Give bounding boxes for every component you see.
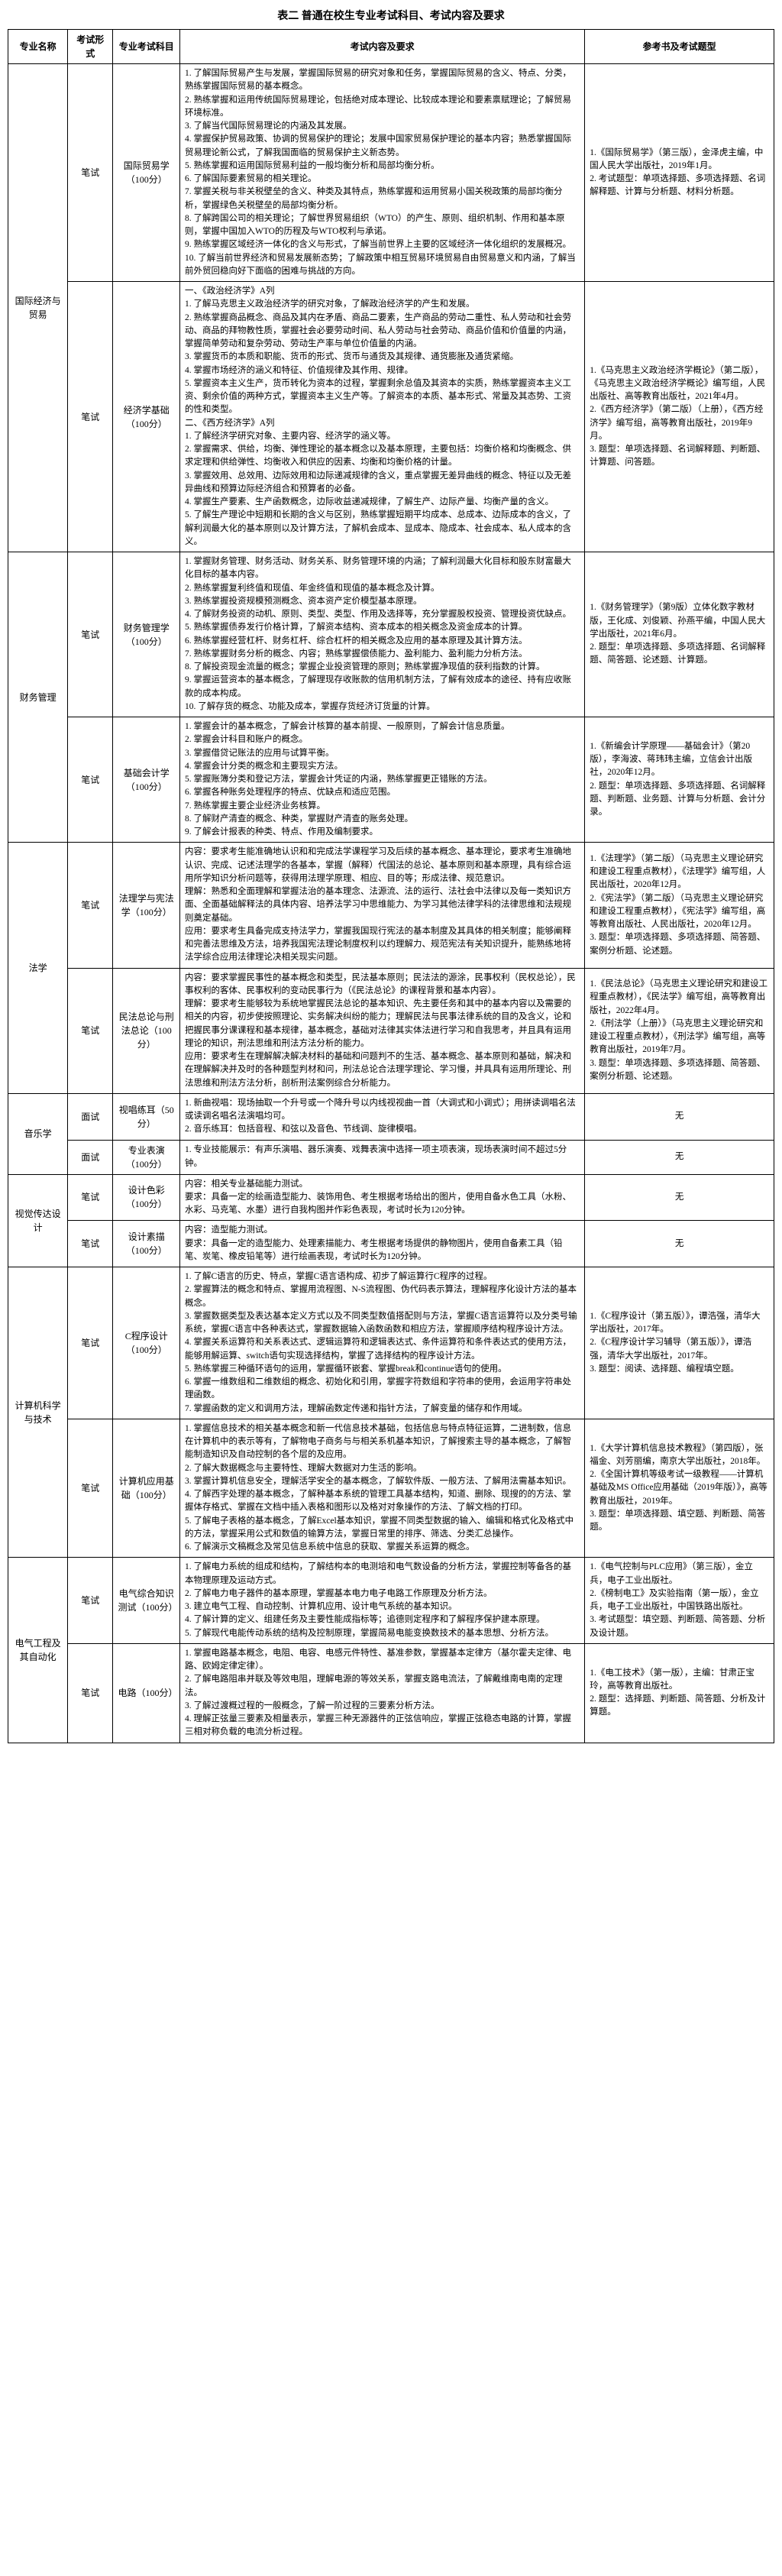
cell-ref: 1.《财务管理学》（第9版）立体化数字教材版，王化成、刘俊颖、孙燕平编，中国人民… — [585, 552, 774, 717]
cell-ref: 无 — [585, 1221, 774, 1267]
cell-form: 笔试 — [68, 1174, 113, 1221]
cell-subject: 电气综合知识测试（100分） — [113, 1558, 180, 1644]
cell-subject: 法理学与宪法学（100分） — [113, 843, 180, 968]
cell-form: 笔试 — [68, 1558, 113, 1644]
cell-major: 电气工程及其自动化 — [8, 1558, 68, 1743]
table-title: 表二 普通在校生专业考试科目、考试内容及要求 — [8, 8, 774, 23]
table-row: 笔试计算机应用基础（100分）1. 掌握信息技术的相关基本概念和新一代信息技术基… — [8, 1419, 774, 1558]
cell-ref: 1.《电工技术》（第一版），主编：甘肃正宝玲，高等教育出版社。2. 题型：选择题… — [585, 1643, 774, 1743]
cell-subject: 国际贸易学（100分） — [113, 64, 180, 282]
cell-form: 笔试 — [68, 843, 113, 968]
cell-content: 内容：相关专业基础能力测试。要求：具备一定的绘画造型能力、装饰用色、考生根据考场… — [180, 1174, 585, 1221]
cell-form: 笔试 — [68, 968, 113, 1093]
header-ref: 参考书及考试题型 — [585, 30, 774, 64]
header-row: 专业名称 考试形式 专业考试科目 考试内容及要求 参考书及考试题型 — [8, 30, 774, 64]
cell-subject: 专业表演（100分） — [113, 1140, 180, 1174]
cell-form: 笔试 — [68, 717, 113, 843]
cell-form: 笔试 — [68, 1643, 113, 1743]
header-major: 专业名称 — [8, 30, 68, 64]
table-row: 法学笔试法理学与宪法学（100分）内容：要求考生能准确地认识和和完成法学课程学习… — [8, 843, 774, 968]
cell-subject: 民法总论与刑法总论（100分） — [113, 968, 180, 1093]
cell-subject: 财务管理学（100分） — [113, 552, 180, 717]
cell-content: 内容：造型能力测试。要求：具备一定的造型能力、处理素描能力、考生根据考场提供的静… — [180, 1221, 585, 1267]
cell-major: 音乐学 — [8, 1093, 68, 1174]
cell-content: 一、《政治经济学》A列1. 了解马克思主义政治经济学的研究对象，了解政治经济学的… — [180, 282, 585, 552]
cell-content: 内容：要求掌握民事性的基本概念和类型，民法基本原则；民法法的源涂，民事权利（民权… — [180, 968, 585, 1093]
table-row: 计算机科学与技术笔试C程序设计（100分）1. 了解C语言的历史、特点，掌握C语… — [8, 1267, 774, 1419]
cell-content: 1. 了解电力系统的组成和结构，了解结构本的电测培和电气数设备的分析方法，掌握控… — [180, 1558, 585, 1644]
cell-form: 笔试 — [68, 1221, 113, 1267]
cell-subject: 设计色彩（100分） — [113, 1174, 180, 1221]
cell-content: 1. 新曲视唱：现场抽取一个升号或一个降升号以内线视视曲一首（大调式和小调式）；… — [180, 1093, 585, 1140]
cell-ref: 1.《新编会计学原理——基础会计》（第20版），李海波、蒋玮玮主编，立信会计出版… — [585, 717, 774, 843]
cell-content: 1. 专业技能展示：有声乐演唱、器乐演奏、戏舞表演中选择一项主项表演，现场表演时… — [180, 1140, 585, 1174]
cell-subject: 视唱练耳（50分） — [113, 1093, 180, 1140]
cell-subject: 计算机应用基础（100分） — [113, 1419, 180, 1558]
cell-form: 面试 — [68, 1140, 113, 1174]
table-row: 笔试经济学基础（100分）一、《政治经济学》A列1. 了解马克思主义政治经济学的… — [8, 282, 774, 552]
cell-content: 1. 掌握会计的基本概念，了解会计核算的基本前提、一般原则，了解会计信息质量。2… — [180, 717, 585, 843]
header-subject: 专业考试科目 — [113, 30, 180, 64]
cell-subject: 基础会计学（100分） — [113, 717, 180, 843]
cell-ref: 1.《大学计算机信息技术教程》（第四版），张福金、刘芳丽编，南京大学出版社，20… — [585, 1419, 774, 1558]
cell-subject: C程序设计（100分） — [113, 1267, 180, 1419]
cell-form: 面试 — [68, 1093, 113, 1140]
header-form: 考试形式 — [68, 30, 113, 64]
main-table: 专业名称 考试形式 专业考试科目 考试内容及要求 参考书及考试题型 国际经济与贸… — [8, 29, 774, 1743]
cell-major: 视觉传达设计 — [8, 1174, 68, 1267]
cell-ref: 无 — [585, 1140, 774, 1174]
table-row: 国际经济与贸易笔试国际贸易学（100分）1. 了解国际贸易产生与发展，掌握国际贸… — [8, 64, 774, 282]
cell-major: 财务管理 — [8, 552, 68, 843]
table-row: 笔试民法总论与刑法总论（100分）内容：要求掌握民事性的基本概念和类型，民法基本… — [8, 968, 774, 1093]
table-row: 面试专业表演（100分）1. 专业技能展示：有声乐演唱、器乐演奏、戏舞表演中选择… — [8, 1140, 774, 1174]
cell-major: 计算机科学与技术 — [8, 1267, 68, 1558]
cell-ref: 1.《马克思主义政治经济学概论》（第二版），《马克思主义政治经济学概论》编写组，… — [585, 282, 774, 552]
table-row: 财务管理笔试财务管理学（100分）1. 掌握财务管理、财务活动、财务关系、财务管… — [8, 552, 774, 717]
cell-content: 1. 掌握信息技术的相关基本概念和新一代信息技术基础，包括信息与特点特征运算，二… — [180, 1419, 585, 1558]
cell-ref: 1.《C程序设计（第五版）》，谭浩强，清华大学出版社，2017年。2.《C程序设… — [585, 1267, 774, 1419]
cell-subject: 经济学基础（100分） — [113, 282, 180, 552]
cell-major: 法学 — [8, 843, 68, 1094]
cell-subject: 电路（100分） — [113, 1643, 180, 1743]
table-row: 电气工程及其自动化笔试电气综合知识测试（100分）1. 了解电力系统的组成和结构… — [8, 1558, 774, 1644]
cell-ref: 无 — [585, 1174, 774, 1221]
cell-content: 1. 了解C语言的历史、特点，掌握C语言语构成、初步了解运算行C程序的过程。2.… — [180, 1267, 585, 1419]
cell-form: 笔试 — [68, 1267, 113, 1419]
cell-form: 笔试 — [68, 552, 113, 717]
cell-form: 笔试 — [68, 1419, 113, 1558]
cell-form: 笔试 — [68, 282, 113, 552]
cell-content: 1. 掌握电路基本概念，电阻、电容、电感元件特性、基准参数，掌握基本定律方（基尔… — [180, 1643, 585, 1743]
cell-subject: 设计素描（100分） — [113, 1221, 180, 1267]
table-row: 笔试基础会计学（100分）1. 掌握会计的基本概念，了解会计核算的基本前提、一般… — [8, 717, 774, 843]
cell-ref: 1.《电气控制与PLC应用》（第三版），金立兵，电子工业出版社。2.《榜制电工》… — [585, 1558, 774, 1644]
cell-content: 1. 掌握财务管理、财务活动、财务关系、财务管理环境的内涵；了解利润最大化目标和… — [180, 552, 585, 717]
cell-ref: 1.《法理学》（第二版）（马克思主义理论研究和建设工程重点教材），《法理学》编写… — [585, 843, 774, 968]
header-content: 考试内容及要求 — [180, 30, 585, 64]
cell-content: 1. 了解国际贸易产生与发展，掌握国际贸易的研究对象和任务，掌握国际贸易的含义、… — [180, 64, 585, 282]
table-row: 音乐学面试视唱练耳（50分）1. 新曲视唱：现场抽取一个升号或一个降升号以内线视… — [8, 1093, 774, 1140]
cell-ref: 无 — [585, 1093, 774, 1140]
table-row: 视觉传达设计笔试设计色彩（100分）内容：相关专业基础能力测试。要求：具备一定的… — [8, 1174, 774, 1221]
table-row: 笔试设计素描（100分）内容：造型能力测试。要求：具备一定的造型能力、处理素描能… — [8, 1221, 774, 1267]
cell-ref: 1.《民法总论》（马克思主义理论研究和建设工程重点教材），《民法学》编写组，高等… — [585, 968, 774, 1093]
cell-form: 笔试 — [68, 64, 113, 282]
cell-content: 内容：要求考生能准确地认识和和完成法学课程学习及后续的基本概念、基本理论，要求考… — [180, 843, 585, 968]
cell-major: 国际经济与贸易 — [8, 64, 68, 552]
table-row: 笔试电路（100分）1. 掌握电路基本概念，电阻、电容、电感元件特性、基准参数，… — [8, 1643, 774, 1743]
cell-ref: 1.《国际贸易学》（第三版），金泽虎主编，中国人民大学出版社，2019年1月。2… — [585, 64, 774, 282]
